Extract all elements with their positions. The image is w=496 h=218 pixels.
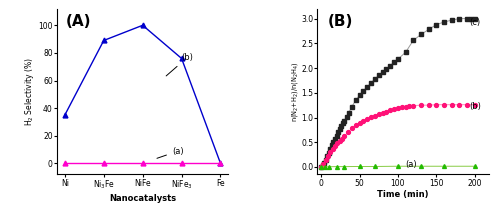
Text: (B): (B) xyxy=(327,14,353,29)
Text: (c): (c) xyxy=(469,18,481,27)
Y-axis label: H$_2$ Selectivity (%): H$_2$ Selectivity (%) xyxy=(23,57,36,126)
Text: (a): (a) xyxy=(406,160,417,169)
Text: (b): (b) xyxy=(469,102,481,111)
Text: (A): (A) xyxy=(65,14,91,29)
Text: (b): (b) xyxy=(166,53,193,76)
Y-axis label: n(N$_2$+H$_2$)/n(N$_2$H$_4$): n(N$_2$+H$_2$)/n(N$_2$H$_4$) xyxy=(290,61,300,122)
X-axis label: Nanocatalysts: Nanocatalysts xyxy=(109,194,176,203)
Text: (a): (a) xyxy=(157,147,184,158)
X-axis label: Time (min): Time (min) xyxy=(377,190,429,199)
